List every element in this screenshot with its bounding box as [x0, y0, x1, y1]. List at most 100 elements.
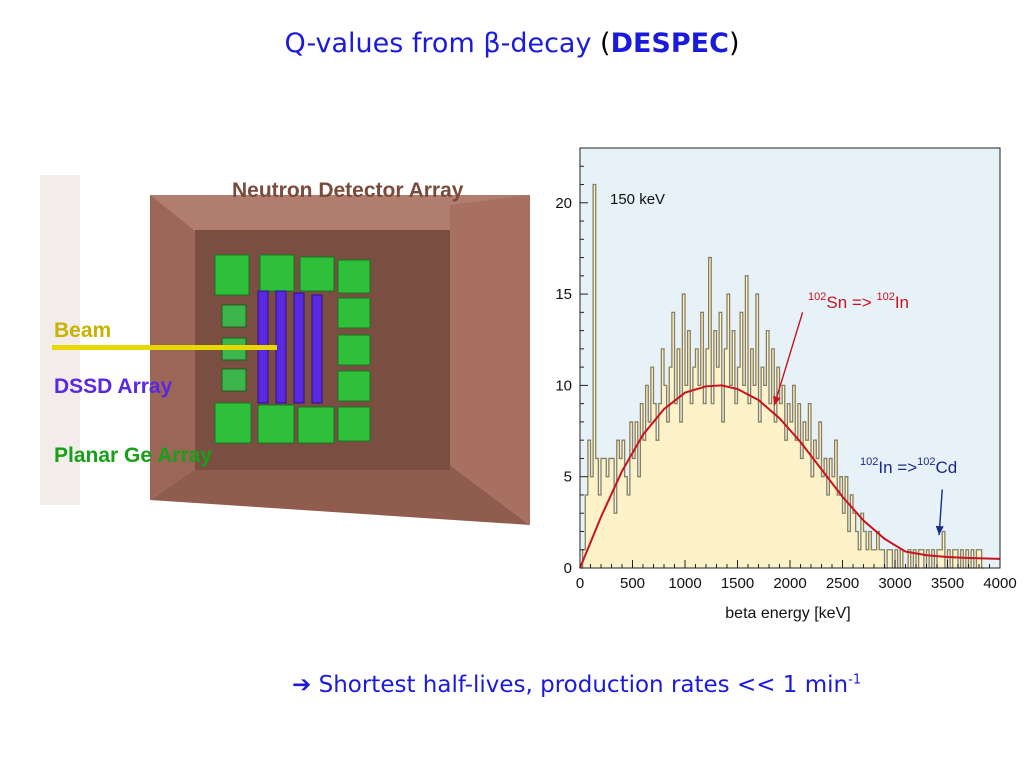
histogram-bin: [824, 458, 827, 568]
histogram-bin: [721, 421, 725, 568]
histogram-bin: [671, 312, 675, 568]
side-crystal: [221, 368, 247, 392]
y-tick-label: 20: [555, 195, 572, 212]
histogram-bin: [939, 549, 943, 568]
histogram-bin: [677, 348, 680, 568]
ge-crystal: [297, 406, 335, 444]
histogram-bin: [750, 348, 754, 568]
histogram-bin: [845, 476, 848, 568]
in-decay-label: 102In =>102Cd: [860, 456, 957, 477]
title-despec: DESPEC: [610, 28, 729, 59]
histogram-bin: [611, 458, 615, 568]
histogram-bin: [855, 531, 859, 568]
histogram-bin: [887, 549, 890, 568]
title-close-paren: ): [728, 28, 740, 59]
ge-crystal: [259, 254, 295, 292]
histogram-bin: [771, 348, 775, 568]
x-tick-label: 0: [576, 575, 584, 592]
histogram-bin: [740, 312, 743, 568]
histogram-bin: [645, 385, 649, 568]
histogram-bin: [931, 549, 935, 568]
sn-sup-1: 102: [808, 291, 826, 303]
histogram-bin: [685, 385, 688, 568]
dssd-strip: [275, 290, 287, 404]
histogram-bin: [737, 367, 741, 568]
ge-crystal: [337, 259, 371, 294]
ge-crystal: [337, 297, 371, 329]
in-sup-2: 102: [917, 456, 935, 468]
histogram-bin: [808, 403, 811, 568]
histogram-bin: [635, 421, 638, 568]
arrow-head: [773, 395, 781, 406]
histogram-bin: [879, 549, 882, 568]
title-tail: -decay: [500, 28, 601, 59]
histogram-bin: [795, 440, 798, 568]
dssd-strip: [311, 294, 323, 404]
histogram-bin: [637, 476, 641, 568]
peak-label: 150 keV: [610, 191, 665, 208]
histogram-bin: [758, 421, 762, 568]
histogram-bin: [918, 549, 922, 568]
histogram-bin: [622, 440, 625, 568]
histogram-bin: [695, 348, 699, 568]
histogram-bars: [580, 183, 985, 569]
histogram-bin: [761, 367, 764, 568]
histogram-bin: [784, 440, 788, 568]
x-tick-label: 3000: [878, 575, 911, 592]
ge-crystal: [214, 402, 252, 444]
annotation-arrows: [773, 312, 944, 536]
histogram-bin: [627, 494, 630, 568]
histogram-bin: [776, 367, 780, 568]
x-tick-label: 4000: [983, 575, 1016, 592]
histogram-bin: [787, 403, 790, 568]
ge-crystal: [299, 256, 335, 292]
histogram-bin: [913, 549, 916, 568]
histogram-bin: [813, 440, 817, 568]
y-tick-label: 15: [555, 286, 572, 303]
ge-crystal: [257, 404, 295, 444]
histogram-bin: [669, 367, 672, 568]
histogram-bin: [863, 531, 867, 568]
histogram-bin: [926, 549, 930, 568]
sn-sup-2: 102: [876, 291, 894, 303]
histogram-bin: [614, 513, 617, 568]
beta-energy-histogram: 0 500 1000 1500 2000 2500 3000 3500 4000 0 5 10 15 2…: [555, 147, 1017, 622]
arrow-shaft: [773, 312, 804, 406]
histogram-bin: [587, 440, 591, 568]
y-tick-label: 0: [564, 560, 572, 577]
histogram-bin: [805, 440, 809, 568]
arrow-head: [935, 525, 944, 536]
detector-illustration: Neutron Detector Array Beam DSSD Array P…: [40, 175, 530, 525]
histogram-bin: [593, 184, 596, 569]
histogram-bin: [811, 476, 814, 568]
histogram-bin: [800, 458, 804, 568]
histogram-bin: [650, 367, 654, 568]
in-text-2: Cd: [935, 458, 957, 477]
wall-bottom: [150, 465, 530, 525]
fit-curve: [579, 384, 1001, 569]
histogram-bin: [719, 312, 722, 568]
histogram-bin: [734, 403, 738, 568]
histogram-bin: [716, 367, 720, 568]
histogram-bin: [837, 494, 840, 568]
histogram-bin: [679, 421, 683, 568]
histogram-bin: [842, 513, 846, 568]
histogram-bin: [774, 421, 777, 568]
x-tick-label: 3500: [931, 575, 964, 592]
background-panel: [40, 175, 80, 505]
histogram-bin: [742, 385, 746, 568]
x-tick-label: 500: [620, 575, 645, 592]
x-tick-label: 1500: [721, 575, 754, 592]
histogram-bin: [692, 367, 696, 568]
x-tick-label: 1000: [668, 575, 701, 592]
histogram-bin: [729, 385, 733, 568]
x-tick-label: 2000: [773, 575, 806, 592]
histogram-bin: [818, 421, 822, 568]
histogram-bin: [900, 549, 903, 568]
histogram-bin: [706, 348, 709, 568]
histogram-bin: [755, 294, 759, 568]
slide-title: Q-values from β-decay (DESPEC): [0, 28, 1024, 59]
histogram-bin: [656, 440, 659, 568]
sn-text-1: Sn =>: [826, 293, 876, 312]
label-neutron-detector-array: Neutron Detector Array: [232, 179, 464, 202]
